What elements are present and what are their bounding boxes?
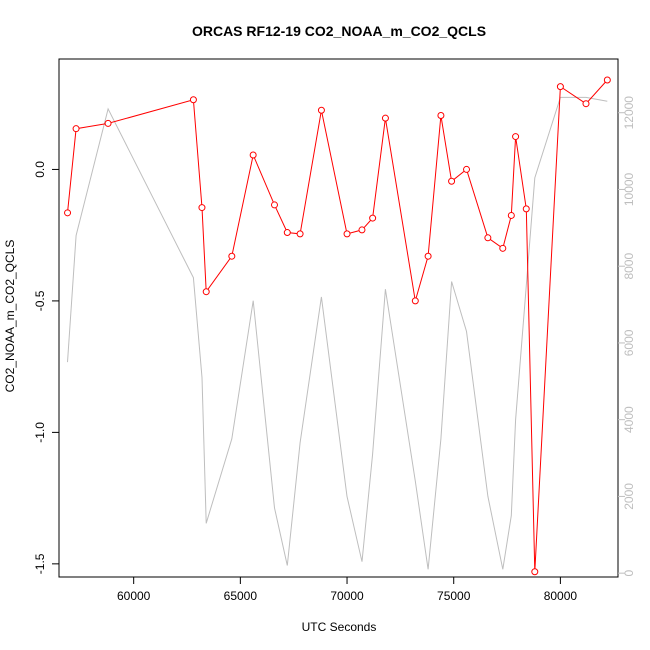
x-tick-label: 75000 — [437, 589, 471, 603]
data-point — [507, 211, 515, 219]
data-point — [411, 297, 419, 305]
data-point — [484, 234, 492, 242]
data-point — [317, 106, 325, 114]
data-point — [104, 119, 112, 127]
data-point — [556, 83, 564, 91]
data-point — [228, 252, 236, 260]
data-point — [424, 252, 432, 260]
x-axis-label: UTC Seconds — [302, 620, 377, 634]
data-point — [283, 229, 291, 237]
x-tick-label: 65000 — [224, 589, 258, 603]
y2-tick-label: 6000 — [622, 329, 636, 356]
data-point — [64, 209, 72, 217]
x-tick-label: 80000 — [544, 589, 578, 603]
x-tick-label: 70000 — [330, 589, 364, 603]
data-point — [381, 114, 389, 122]
data-point — [522, 205, 530, 213]
data-point — [603, 76, 611, 84]
data-point — [358, 226, 366, 234]
y2-tick-label: 10000 — [622, 172, 636, 206]
data-point — [369, 214, 377, 222]
data-point — [270, 201, 278, 209]
y2-tick-label: 0 — [622, 570, 636, 577]
y2-tick-label: 2000 — [622, 483, 636, 510]
data-point — [448, 177, 456, 185]
data-point — [296, 230, 304, 238]
data-point — [202, 288, 210, 296]
data-point — [531, 568, 539, 576]
y2-tick-label: 8000 — [622, 253, 636, 280]
data-point — [582, 100, 590, 108]
chart-title: ORCAS RF12-19 CO2_NOAA_m_CO2_QCLS — [192, 23, 486, 39]
y-tick-label: -1.5 — [33, 553, 47, 574]
y-tick-label: -0.5 — [33, 290, 47, 311]
data-point — [189, 96, 197, 104]
y-tick-label: 0.0 — [33, 161, 47, 178]
series-line-left-axis — [67, 79, 608, 572]
y-tick-label: -1.0 — [33, 422, 47, 443]
data-point — [512, 133, 520, 141]
data-point — [249, 151, 257, 159]
plot-frame — [58, 58, 619, 578]
data-point — [437, 112, 445, 120]
data-point — [463, 165, 471, 173]
plot-area: 60000 65000 70000 75000 80000-1.5-1.0-0.50.0… — [33, 58, 636, 603]
y2-tick-label: 12000 — [622, 96, 636, 130]
data-point — [198, 204, 206, 212]
data-point — [72, 125, 80, 133]
y-axis-label: CO2_NOAA_m_CO2_QCLS — [3, 240, 17, 393]
x-tick-label: 60000 — [117, 589, 151, 603]
series-line-right-axis — [67, 96, 608, 570]
data-point — [343, 230, 351, 238]
data-point — [499, 244, 507, 252]
y2-tick-label: 4000 — [622, 406, 636, 433]
